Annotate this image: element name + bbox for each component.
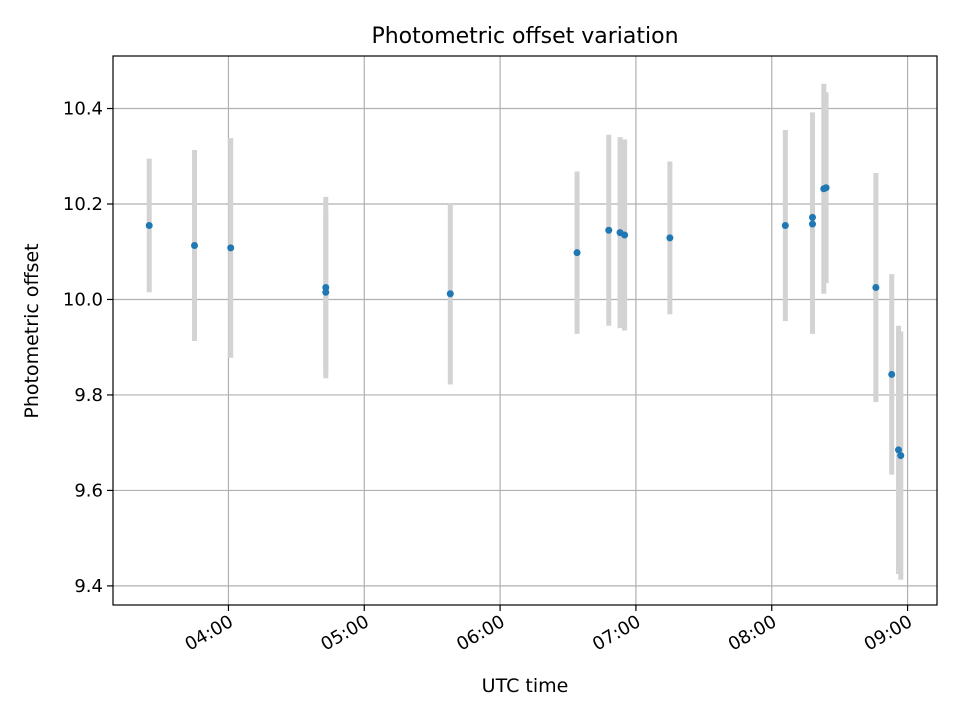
data-point	[781, 221, 789, 229]
data-point	[895, 446, 903, 454]
data-point	[573, 249, 581, 257]
y-tick-label: 10.0	[63, 289, 103, 310]
grid-lines	[113, 56, 937, 605]
y-tick-label: 10.2	[63, 194, 103, 215]
x-axis-label: UTC time	[482, 675, 569, 697]
data-point	[322, 284, 330, 292]
chart-title: Photometric offset variation	[371, 24, 678, 49]
data-point	[808, 220, 816, 228]
y-tick-label: 9.8	[74, 385, 103, 406]
data-point	[872, 284, 880, 292]
data-point	[227, 244, 235, 252]
data-points	[145, 184, 905, 460]
y-tick-label: 9.6	[74, 480, 103, 501]
data-point	[621, 231, 629, 239]
data-point	[666, 234, 674, 242]
data-point	[808, 213, 816, 221]
data-point	[446, 290, 454, 298]
data-point	[190, 242, 198, 250]
data-point	[145, 221, 153, 229]
plot-area-frame	[112, 55, 938, 606]
data-point	[888, 370, 896, 378]
y-tick-label: 10.4	[63, 99, 103, 120]
data-point	[822, 184, 830, 192]
data-point	[605, 226, 613, 234]
y-axis-ticks: 9.4 9.6 9.8 10.0 10.2 10.4	[63, 99, 113, 597]
y-tick-label: 9.4	[74, 576, 103, 597]
data-point	[897, 452, 905, 460]
y-axis-label: Photometric offset	[21, 243, 43, 418]
